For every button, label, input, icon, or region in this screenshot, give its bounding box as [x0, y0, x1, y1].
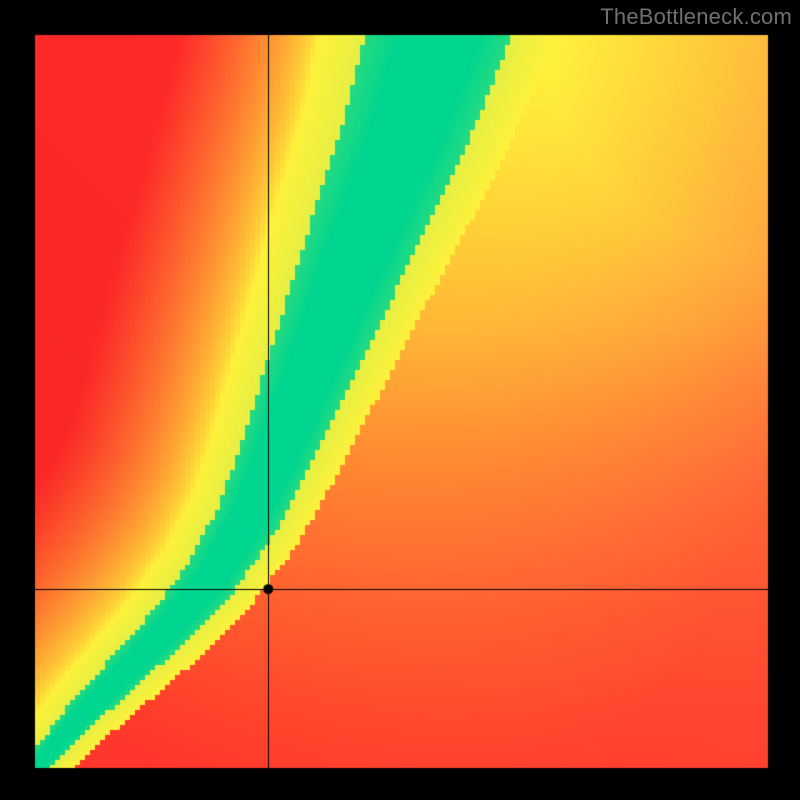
watermark-text: TheBottleneck.com: [600, 4, 792, 30]
bottleneck-heatmap-canvas: [0, 0, 800, 800]
